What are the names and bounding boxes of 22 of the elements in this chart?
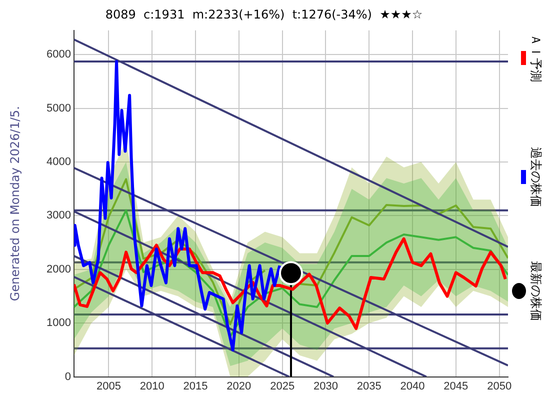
y-tick-label: 2000: [46, 263, 71, 276]
y-tick-label: 5000: [46, 102, 71, 114]
x-tick-label: 2045: [444, 380, 468, 392]
x-tick-label: 2015: [183, 380, 208, 392]
x-tick-label: 2035: [356, 380, 382, 392]
y-tick-label: 1000: [46, 317, 71, 330]
y-tick-label: 4000: [46, 156, 71, 168]
x-tick-label: 2030: [313, 380, 338, 392]
y-tick-label: 3000: [46, 210, 71, 222]
y-tick-label: 0: [64, 370, 71, 383]
x-tick-label: 2050: [487, 380, 512, 392]
legend-label: 最新の株価: [528, 260, 544, 321]
x-tick-label: 2010: [140, 380, 164, 392]
legend-label: ＡＩ予測: [528, 34, 544, 82]
x-tick-label: 2005: [96, 380, 121, 392]
x-tick-label: 2040: [400, 380, 425, 392]
legend-label: 過去の株価: [528, 147, 544, 208]
x-tick-label: 2020: [226, 380, 252, 392]
text: Generated on Monday 2026/1/5.: [8, 106, 22, 302]
chart-title: 8089 c:1931 m:2233(+16%) t:1276(-34%) ★★★☆: [105, 7, 423, 22]
x-tick-label: 2025: [270, 380, 295, 392]
y-tick-label: 6000: [46, 48, 71, 61]
